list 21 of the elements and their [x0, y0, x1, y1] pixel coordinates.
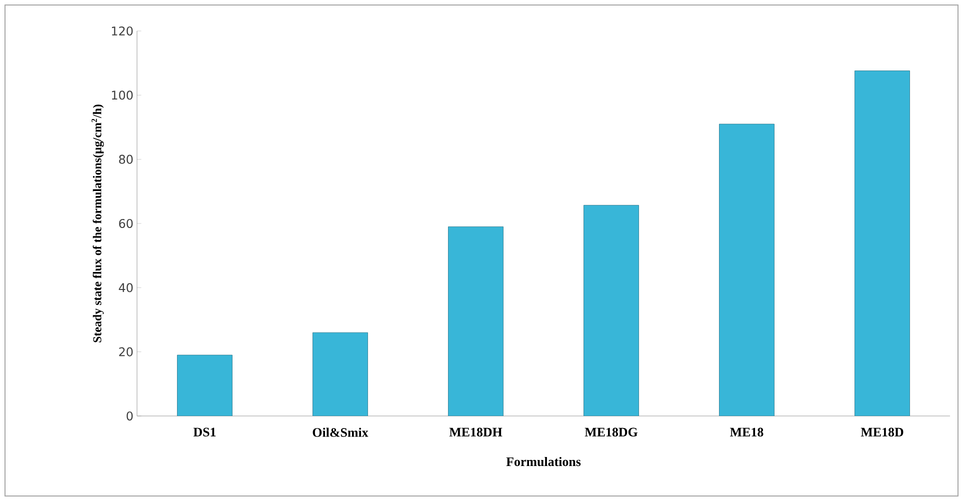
- x-tick-label: Oil&Smix: [312, 428, 368, 437]
- y-tick-label: 80: [119, 154, 133, 164]
- bar: [312, 332, 368, 416]
- y-tick-label: 60: [119, 218, 133, 228]
- x-tick-label: ME18D: [860, 428, 904, 436]
- x-tick-label: ME18DH: [449, 428, 502, 436]
- x-axis-title: Formulations: [506, 456, 581, 466]
- y-tick-label: 120: [112, 26, 133, 36]
- y-axis-title: Steady state flux of the formulations(µg/cm$^{2}$/h): [92, 104, 104, 342]
- x-tick-label: DS1: [193, 428, 216, 436]
- x-tick-label: ME18DG: [584, 428, 638, 436]
- y-tick-label: 20: [119, 347, 133, 356]
- y-tick-label: 40: [118, 283, 133, 292]
- x-tick-label: ME18: [730, 428, 764, 436]
- bar: [854, 70, 910, 416]
- bar: [448, 226, 504, 416]
- y-tick-label: 100: [112, 90, 133, 100]
- y-tick-label: 0: [126, 411, 133, 421]
- bar: [719, 124, 774, 416]
- bar: [177, 354, 232, 416]
- bar: [584, 204, 639, 416]
